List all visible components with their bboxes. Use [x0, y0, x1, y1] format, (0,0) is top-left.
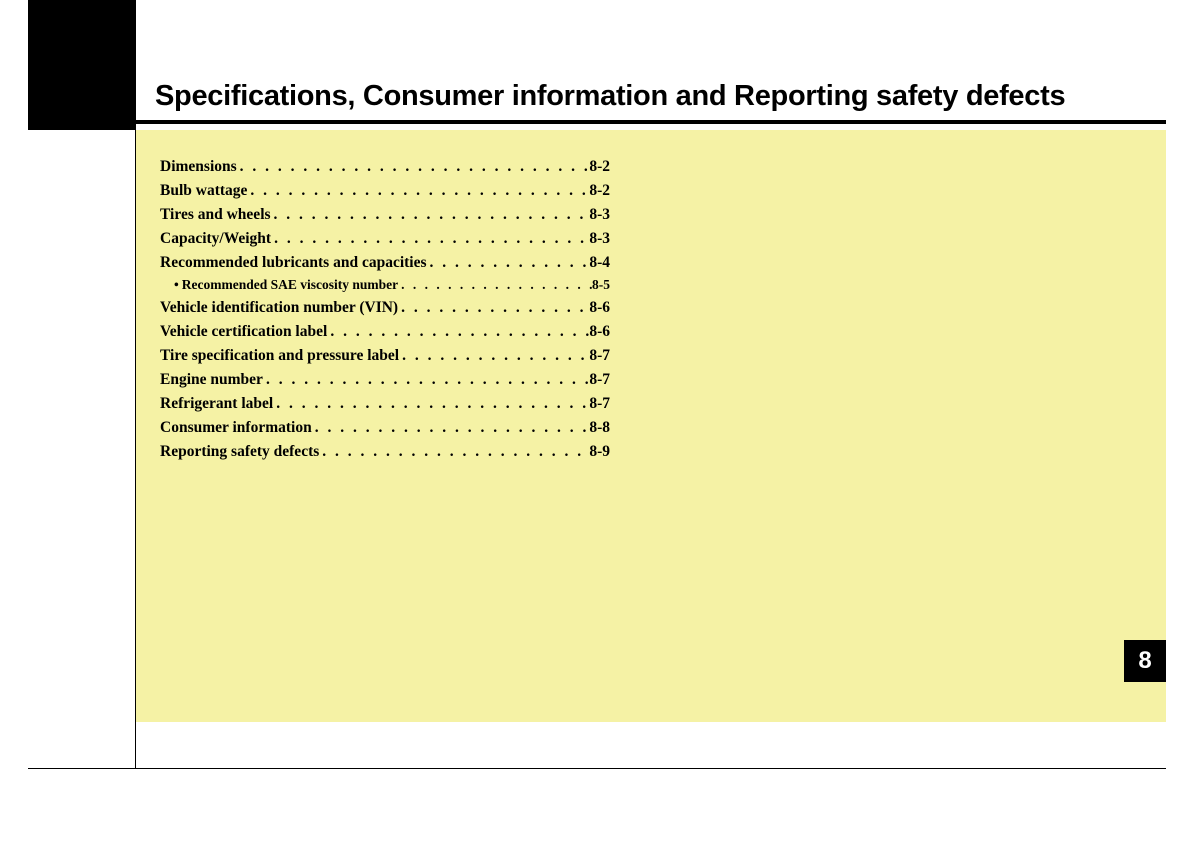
toc-page-ref: 8-5 — [592, 275, 610, 296]
toc-dot-leader: . . . . . . . . . . . . . . . . . . . . … — [399, 344, 589, 368]
toc-label: Bulb wattage — [160, 179, 247, 203]
toc-label: Recommended lubricants and capacities — [160, 251, 427, 275]
toc-label: Capacity/Weight — [160, 227, 271, 251]
toc-page-ref: 8-6 — [589, 320, 610, 344]
toc-entry: Vehicle identification number (VIN). . .… — [160, 296, 610, 320]
toc-entry: Dimensions. . . . . . . . . . . . . . . … — [160, 155, 610, 179]
toc-page-ref: 8-8 — [589, 416, 610, 440]
page-title: Specifications, Consumer information and… — [155, 80, 1065, 113]
toc-label: Tire specification and pressure label — [160, 344, 399, 368]
toc-label: Consumer information — [160, 416, 312, 440]
toc-page-ref: 8-7 — [589, 368, 610, 392]
toc-entry: Capacity/Weight. . . . . . . . . . . . .… — [160, 227, 610, 251]
table-of-contents: Dimensions. . . . . . . . . . . . . . . … — [160, 155, 610, 464]
toc-entry: Recommended lubricants and capacities. .… — [160, 251, 610, 275]
toc-dot-leader: . . . . . . . . . . . . . . . . . . . . … — [263, 368, 589, 392]
toc-page-ref: 8-2 — [589, 155, 610, 179]
toc-entry: Reporting safety defects. . . . . . . . … — [160, 440, 610, 464]
toc-entry: Tire specification and pressure label. .… — [160, 344, 610, 368]
toc-dot-leader: . . . . . . . . . . . . . . . . . . . . … — [398, 275, 592, 296]
toc-dot-leader: . . . . . . . . . . . . . . . . . . . . … — [271, 203, 590, 227]
toc-page-ref: 8-6 — [589, 296, 610, 320]
toc-page-ref: 8-9 — [589, 440, 610, 464]
toc-dot-leader: . . . . . . . . . . . . . . . . . . . . … — [237, 155, 590, 179]
toc-page-ref: 8-4 — [589, 251, 610, 275]
toc-dot-leader: . . . . . . . . . . . . . . . . . . . . … — [327, 320, 589, 344]
toc-dot-leader: . . . . . . . . . . . . . . . . . . . . … — [398, 296, 589, 320]
horizontal-divider — [28, 768, 1166, 769]
toc-label: Engine number — [160, 368, 263, 392]
toc-page-ref: 8-3 — [589, 203, 610, 227]
toc-dot-leader: . . . . . . . . . . . . . . . . . . . . … — [312, 416, 590, 440]
vertical-divider — [135, 130, 136, 769]
toc-label: Dimensions — [160, 155, 237, 179]
toc-page-ref: 8-3 — [589, 227, 610, 251]
toc-dot-leader: . . . . . . . . . . . . . . . . . . . . … — [247, 179, 589, 203]
toc-dot-leader: . . . . . . . . . . . . . . . . . . . . … — [271, 227, 589, 251]
toc-entry: Engine number. . . . . . . . . . . . . .… — [160, 368, 610, 392]
toc-entry: Refrigerant label. . . . . . . . . . . .… — [160, 392, 610, 416]
toc-entry: Consumer information. . . . . . . . . . … — [160, 416, 610, 440]
toc-label: Refrigerant label — [160, 392, 273, 416]
toc-label: Vehicle identification number (VIN) — [160, 296, 398, 320]
toc-page-ref: 8-7 — [589, 392, 610, 416]
toc-entry: Vehicle certification label. . . . . . .… — [160, 320, 610, 344]
corner-block — [28, 0, 136, 130]
bullet-icon: • — [174, 275, 182, 296]
toc-entry: Tires and wheels. . . . . . . . . . . . … — [160, 203, 610, 227]
toc-label: Vehicle certification label — [160, 320, 327, 344]
toc-label: Reporting safety defects — [160, 440, 319, 464]
title-underline — [136, 120, 1166, 124]
toc-page-ref: 8-7 — [589, 344, 610, 368]
toc-page-ref: 8-2 — [589, 179, 610, 203]
section-number-tab: 8 — [1124, 640, 1166, 682]
toc-entry: Bulb wattage. . . . . . . . . . . . . . … — [160, 179, 610, 203]
toc-dot-leader: . . . . . . . . . . . . . . . . . . . . … — [319, 440, 589, 464]
toc-dot-leader: . . . . . . . . . . . . . . . . . . . . … — [273, 392, 589, 416]
manual-page: Specifications, Consumer information and… — [0, 0, 1200, 861]
toc-entry: •Recommended SAE viscosity number. . . .… — [160, 275, 610, 296]
toc-label: Recommended SAE viscosity number — [182, 275, 398, 296]
toc-dot-leader: . . . . . . . . . . . . . . . . . . . . … — [427, 251, 590, 275]
toc-label: Tires and wheels — [160, 203, 271, 227]
